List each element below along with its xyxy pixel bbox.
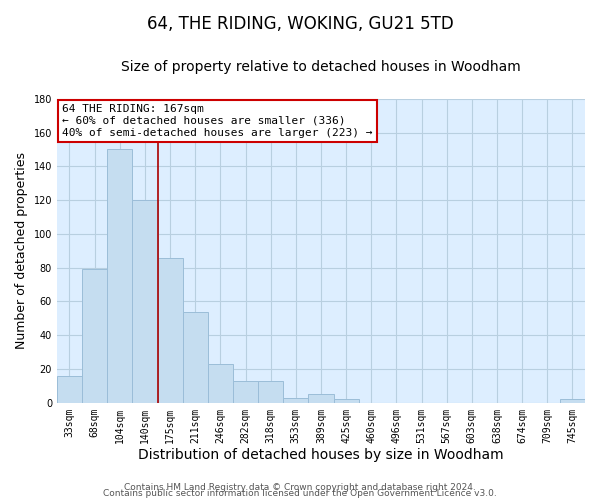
Bar bbox=[57, 376, 82, 403]
Bar bbox=[233, 381, 258, 403]
Y-axis label: Number of detached properties: Number of detached properties bbox=[15, 152, 28, 350]
X-axis label: Distribution of detached houses by size in Woodham: Distribution of detached houses by size … bbox=[138, 448, 504, 462]
Text: 64, THE RIDING, WOKING, GU21 5TD: 64, THE RIDING, WOKING, GU21 5TD bbox=[146, 15, 454, 33]
Bar bbox=[158, 258, 182, 403]
Bar bbox=[308, 394, 334, 403]
Bar bbox=[258, 381, 283, 403]
Bar bbox=[283, 398, 308, 403]
Bar bbox=[560, 400, 585, 403]
Bar bbox=[334, 400, 359, 403]
Text: 64 THE RIDING: 167sqm
← 60% of detached houses are smaller (336)
40% of semi-det: 64 THE RIDING: 167sqm ← 60% of detached … bbox=[62, 104, 373, 138]
Title: Size of property relative to detached houses in Woodham: Size of property relative to detached ho… bbox=[121, 60, 521, 74]
Bar bbox=[182, 312, 208, 403]
Bar bbox=[82, 270, 107, 403]
Bar bbox=[107, 150, 133, 403]
Text: Contains HM Land Registry data © Crown copyright and database right 2024.: Contains HM Land Registry data © Crown c… bbox=[124, 483, 476, 492]
Bar bbox=[208, 364, 233, 403]
Text: Contains public sector information licensed under the Open Government Licence v3: Contains public sector information licen… bbox=[103, 489, 497, 498]
Bar bbox=[133, 200, 158, 403]
